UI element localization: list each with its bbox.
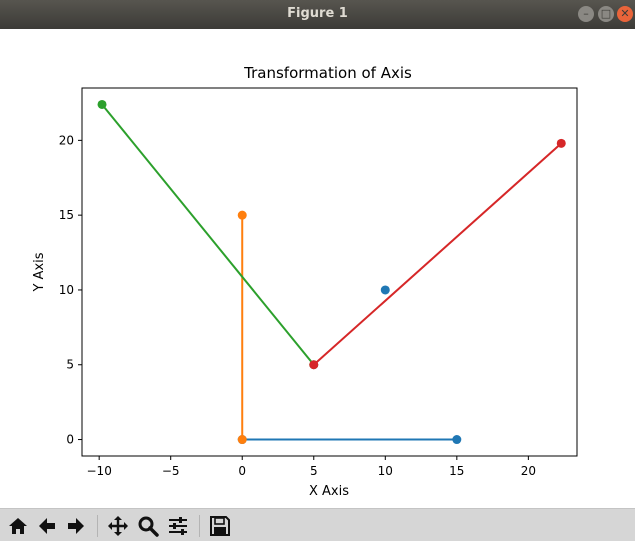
x-tick-label: −10 <box>87 464 112 478</box>
forward-button[interactable] <box>64 514 88 538</box>
data-point <box>380 285 390 295</box>
forward-arrow-icon <box>68 518 84 534</box>
magnifier-icon <box>138 516 159 537</box>
series-line <box>313 142 562 366</box>
y-axis-label: Y Axis <box>32 252 47 292</box>
x-axis-label: X Axis <box>309 484 349 499</box>
y-tick-label: 15 <box>59 208 74 222</box>
data-point <box>309 360 319 370</box>
data-point <box>97 99 107 109</box>
y-tick-label: 5 <box>66 358 74 372</box>
home-icon <box>9 518 27 534</box>
data-point <box>556 138 566 148</box>
toolbar-separator <box>199 515 200 537</box>
x-tick-label: 20 <box>521 464 536 478</box>
back-button[interactable] <box>35 514 59 538</box>
data-point <box>452 435 462 445</box>
sliders-icon <box>169 517 187 535</box>
chart: Transformation of Axis −10 −5 0 5 10 15 20 0 5 10… <box>32 64 578 499</box>
pan-button[interactable] <box>106 514 130 538</box>
chart-title: Transformation of Axis <box>243 64 412 82</box>
maximize-icon: □ <box>600 7 612 20</box>
back-arrow-icon <box>39 518 55 534</box>
x-tick-label: 5 <box>310 464 318 478</box>
close-button[interactable]: ✕ <box>617 6 633 22</box>
minimize-button[interactable]: – <box>578 6 594 22</box>
x-tick-label: 15 <box>449 464 464 478</box>
subplots-button[interactable] <box>166 514 190 538</box>
y-tick-label: 0 <box>66 433 74 447</box>
zoom-button[interactable] <box>136 514 160 538</box>
floppy-disk-icon <box>210 516 230 536</box>
toolbar-separator <box>97 515 98 537</box>
home-button[interactable] <box>6 514 30 538</box>
data-point <box>237 210 247 220</box>
x-tick-label: 0 <box>238 464 246 478</box>
series-line <box>101 103 315 366</box>
save-button[interactable] <box>208 514 232 538</box>
figure-canvas[interactable]: Transformation of Axis −10 −5 0 5 10 15 20 0 5 10… <box>0 29 635 508</box>
window-title: Figure 1 <box>287 6 348 21</box>
plot-area <box>81 87 578 457</box>
x-tick-label: −5 <box>162 464 180 478</box>
maximize-button[interactable]: □ <box>598 6 614 22</box>
move-icon <box>108 516 128 536</box>
y-tick-label: 20 <box>59 133 74 147</box>
navigation-toolbar <box>0 508 635 541</box>
window-titlebar[interactable]: Figure 1 – □ ✕ <box>0 0 635 29</box>
data-point <box>237 435 247 445</box>
y-tick-label: 10 <box>59 283 74 297</box>
x-tick-label: 10 <box>378 464 393 478</box>
close-icon: ✕ <box>620 7 630 20</box>
minimize-icon: – <box>583 7 589 20</box>
